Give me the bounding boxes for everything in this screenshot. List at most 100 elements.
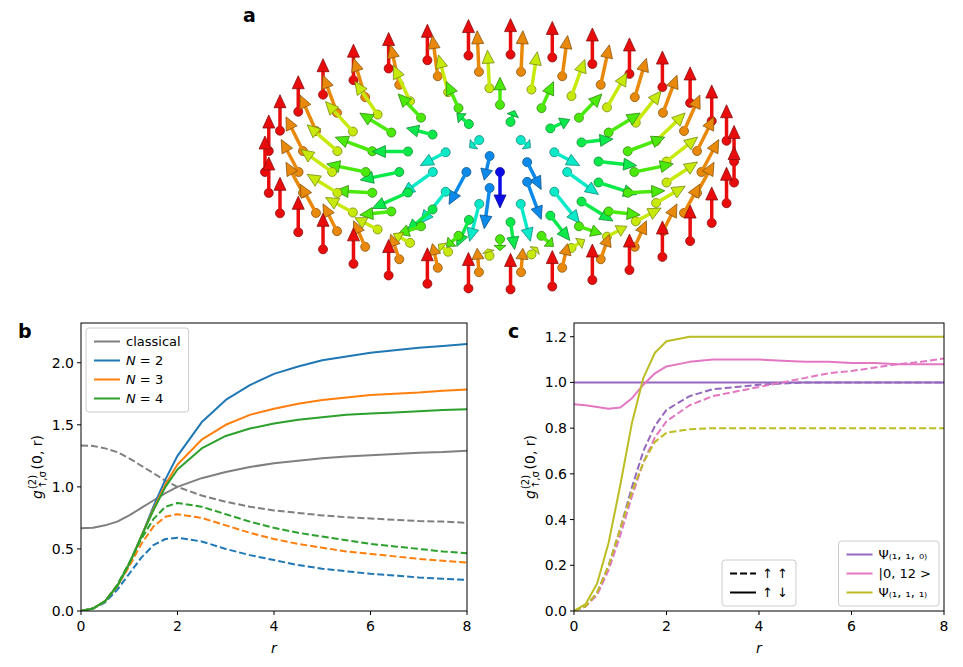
arrow-shaft	[373, 172, 399, 177]
y-axis-title-parts: g(2)↑,σ(0, r)	[27, 435, 48, 499]
arrow-shaft	[373, 211, 392, 213]
arrow-shaft	[509, 32, 513, 55]
arrow-shaft	[579, 226, 592, 230]
arrow-base	[475, 136, 484, 145]
arrow-head	[259, 136, 271, 149]
arrow-head	[623, 234, 635, 247]
legend-swatch	[847, 592, 873, 594]
arrow-shaft	[551, 34, 555, 57]
arrow-shaft	[385, 150, 408, 154]
arrow-shaft	[667, 169, 687, 182]
arrow-shaft	[362, 92, 377, 114]
y-axis-title: g(2)↑,σ(0, r)	[27, 435, 48, 499]
y-tick-label: 0.6	[545, 466, 567, 482]
arrow-head	[482, 50, 494, 63]
arrow-head	[383, 239, 395, 252]
arrow-shaft	[609, 120, 629, 133]
arrow-head	[407, 125, 420, 137]
y-tick	[77, 548, 81, 549]
arrow-head	[470, 140, 478, 149]
arrow-shaft	[278, 108, 282, 131]
arrow-head	[274, 177, 286, 190]
arrow-head	[684, 205, 696, 218]
y-axis-title-parts: g(2)↑,σ(0, r)	[520, 435, 541, 499]
arrow-shaft	[334, 111, 353, 131]
arrow-head	[615, 73, 627, 87]
arrow-head	[481, 168, 493, 180]
legend-swatch	[847, 573, 873, 575]
series-line	[81, 344, 467, 611]
arrow-head	[586, 244, 598, 257]
arrow-head	[286, 162, 298, 176]
arrow-head	[317, 213, 329, 226]
arrow-head	[721, 105, 733, 118]
plot-lines	[574, 337, 944, 611]
legend-swatch	[94, 360, 120, 362]
arrow-shaft	[667, 145, 688, 161]
legend: ↑ ↑↑ ↓	[722, 560, 796, 606]
arrow-head	[462, 20, 474, 33]
legend-swatch	[94, 398, 120, 400]
arrow-head	[494, 77, 506, 89]
x-tick-label: 2	[662, 618, 671, 634]
arrow-head	[706, 187, 718, 200]
y-tick-label: 0.5	[52, 541, 74, 557]
arrow-head	[575, 59, 586, 73]
arrow-shaft	[571, 72, 580, 96]
arrow-head	[656, 51, 668, 64]
arrow-shaft	[267, 170, 271, 193]
arrow-head	[347, 44, 359, 57]
arrow-shaft	[684, 107, 695, 131]
arrow-shaft	[498, 172, 502, 195]
legend-swatch	[94, 379, 120, 381]
series-line	[81, 538, 467, 611]
arrow-shaft	[601, 58, 607, 85]
arrow-shaft	[359, 233, 365, 247]
arrow-shaft	[321, 226, 325, 249]
arrow-head	[623, 38, 635, 51]
arrow-shaft	[527, 162, 535, 178]
arrow-head	[599, 134, 613, 146]
arrow-shaft	[488, 252, 489, 256]
arrow-shaft	[541, 236, 548, 242]
arrow-shaft	[337, 204, 353, 213]
arrow-shaft	[634, 167, 660, 172]
arrow-shaft	[401, 238, 410, 243]
arrow-shaft	[531, 65, 535, 90]
y-title-args: (0, r)	[522, 435, 538, 470]
arrow-head	[703, 117, 714, 131]
arrow-shaft	[278, 190, 282, 213]
arrow-head	[301, 150, 315, 162]
arrow-head	[565, 154, 579, 165]
y-title-base: g	[522, 490, 538, 499]
arrow-head	[651, 136, 665, 147]
arrow-shaft	[527, 182, 536, 207]
x-tick-label: 0	[570, 618, 579, 634]
arrow-shaft	[607, 84, 620, 107]
arrow-shaft	[455, 172, 466, 193]
y-title-base: g	[29, 490, 45, 499]
arrow-shaft	[387, 252, 391, 275]
x-tick-label: 2	[173, 618, 182, 634]
arrow-head	[317, 59, 329, 72]
x-tick	[666, 611, 667, 615]
plot-frame	[574, 323, 944, 611]
arrow-head	[436, 55, 448, 69]
y-tick-label: 0.0	[52, 603, 74, 619]
arrow-shaft	[418, 131, 432, 135]
arrow-shaft	[488, 63, 489, 88]
arrow-shaft	[710, 200, 714, 223]
arrow-head	[446, 237, 455, 246]
series-line	[81, 451, 467, 528]
arrow-shaft	[636, 214, 650, 221]
arrow-head	[586, 28, 598, 41]
arrow-head	[505, 19, 517, 32]
panel-letter: b	[18, 320, 32, 342]
series-line	[574, 382, 944, 611]
arrow-shaft	[462, 118, 469, 124]
arrow-shaft	[347, 142, 372, 151]
arrow-shaft	[725, 180, 729, 203]
arrow-shaft	[732, 160, 736, 183]
figure: a024680.00.51.01.52.0rg(2)↑,σ(0, r)class…	[0, 0, 963, 667]
arrow-head	[462, 252, 474, 265]
